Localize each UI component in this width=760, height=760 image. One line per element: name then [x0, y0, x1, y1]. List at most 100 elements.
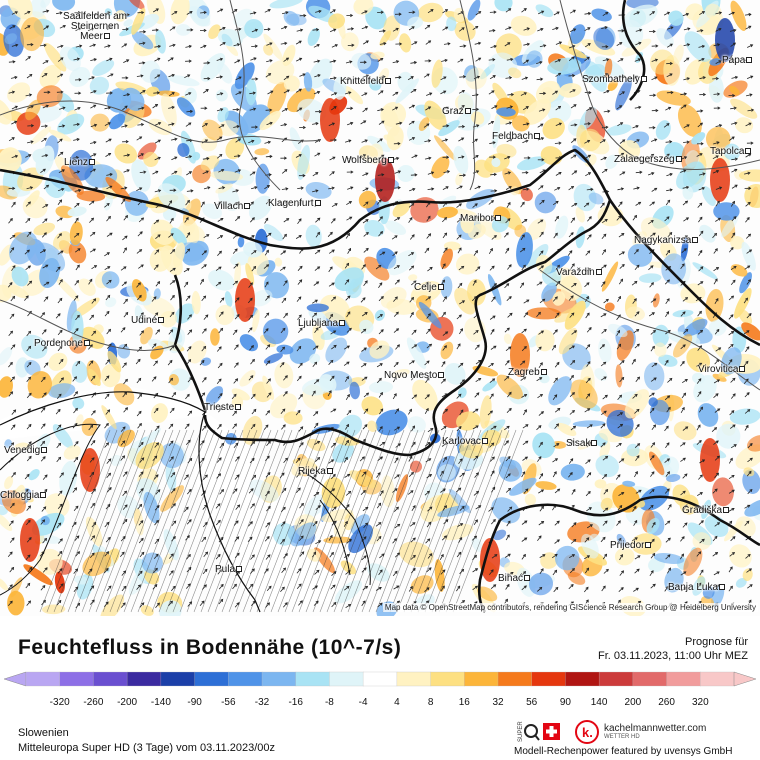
colorbar-tick-label: -320 — [49, 697, 70, 708]
city-label: Saalfelden am Steinernen Meer — [63, 11, 127, 42]
city-label: Celje — [414, 282, 444, 293]
city-label: Tapolca — [710, 146, 752, 157]
city-marker-icon — [746, 57, 753, 64]
city-label: Trieste — [204, 402, 242, 413]
city-label: Chioggia — [0, 490, 47, 501]
svg-text:k.: k. — [582, 725, 593, 740]
city-label: Zagreb — [508, 367, 547, 378]
colorbar-segment — [59, 671, 95, 687]
colorbar-tick-label: 320 — [691, 697, 709, 708]
city-marker-icon — [158, 317, 165, 324]
colorbar-tick-label: 90 — [559, 697, 571, 708]
colorbar-high-arrow — [733, 671, 757, 687]
colorbar-segment — [126, 671, 162, 687]
colorbar-segment — [598, 671, 634, 687]
city-marker-icon — [675, 156, 682, 163]
colorbar-segment — [194, 671, 229, 687]
city-marker-icon — [591, 440, 598, 447]
brand-subtitle: WETTER HD — [604, 734, 640, 740]
colorbar-tick-label: -260 — [83, 697, 104, 708]
city-marker-icon — [745, 148, 752, 155]
colorbar-tick-label: 16 — [458, 697, 470, 708]
colorbar-segment — [295, 671, 331, 687]
city-label: Prijedor — [610, 540, 652, 551]
city-marker-icon — [88, 159, 95, 166]
powered-by: Modell-Rechenpower featured by uvensys G… — [514, 746, 733, 757]
city-marker-icon — [236, 566, 243, 573]
city-label: Zalaegerszeg — [614, 154, 682, 165]
city-label: Rijeka — [298, 466, 333, 477]
colorbar-segment — [362, 671, 398, 687]
colorbar-tick-label: -200 — [117, 697, 138, 708]
colorbar-segment — [261, 671, 297, 687]
city-label: Bihać — [498, 573, 531, 584]
city-label: Graz — [442, 106, 471, 117]
city-marker-icon — [339, 320, 346, 327]
city-label: Klagenfurt — [268, 198, 321, 209]
colorbar — [3, 671, 757, 687]
map-attribution[interactable]: Map data © OpenStreetMap contributors, r… — [382, 603, 758, 612]
city-label: Udine — [131, 315, 165, 326]
city-marker-icon — [235, 404, 242, 411]
city-marker-icon — [739, 366, 746, 373]
colorbar-tick-label: 32 — [492, 697, 504, 708]
forecast-label: Prognose für — [685, 636, 748, 648]
city-marker-icon — [387, 157, 394, 164]
colorbar-segment — [396, 671, 432, 687]
city-label: Maribor — [460, 213, 501, 224]
city-marker-icon — [41, 447, 48, 454]
colorbar-tick-label: -90 — [187, 697, 202, 708]
city-label: Knittelfeld — [340, 76, 391, 87]
city-label: Pápa — [722, 55, 753, 66]
colorbar-segment — [228, 671, 263, 687]
weather-map[interactable]: Saalfelden am Steinernen Meer Knittelfeld… — [0, 0, 760, 616]
city-marker-icon — [534, 133, 541, 140]
moisture-flux-field — [0, 0, 760, 616]
city-label: Nagykanizsa — [634, 235, 699, 246]
map-title: Feuchtefluss in Bodennähe (10^-7/s) — [18, 636, 402, 659]
colorbar-tick-label: 56 — [526, 697, 538, 708]
colorbar-segment — [700, 671, 735, 687]
city-label: Villach — [214, 201, 251, 212]
city-marker-icon — [719, 584, 726, 591]
svg-text:SUPER: SUPER — [518, 721, 524, 742]
colorbar-tick-label: 8 — [427, 697, 434, 708]
city-marker-icon — [494, 215, 501, 222]
colorbar-segment — [497, 671, 533, 687]
colorbar-segment — [632, 671, 668, 687]
colorbar-segment — [531, 671, 567, 687]
brand-name[interactable]: kachelmannwetter.com — [604, 723, 707, 734]
colorbar-low-arrow — [3, 671, 27, 687]
colorbar-segment — [329, 671, 364, 687]
city-label: Lienz — [64, 157, 95, 168]
city-marker-icon — [464, 108, 471, 115]
city-marker-icon — [40, 492, 47, 499]
colorbar-tick-label: -16 — [288, 697, 303, 708]
colorbar-tick-label: -32 — [254, 697, 270, 708]
model-info: Mitteleuropa Super HD (3 Tage) vom 03.11… — [18, 742, 276, 754]
city-label: Virovitica — [698, 364, 746, 375]
super-hd-logo[interactable]: SUPER k. — [514, 720, 600, 746]
city-label: Ljubljana — [298, 318, 346, 329]
legend-panel: Feuchtefluss in Bodennähe (10^-7/s) Prog… — [0, 616, 760, 760]
colorbar-segment — [160, 671, 196, 687]
city-marker-icon — [103, 33, 110, 40]
city-label: Gradiška — [682, 505, 730, 516]
colorbar-tick-label: -140 — [150, 697, 171, 708]
city-marker-icon — [595, 269, 602, 276]
colorbar-segment — [565, 671, 600, 687]
colorbar-tick-label: 4 — [394, 697, 400, 708]
city-label: Karlovac — [442, 436, 488, 447]
city-marker-icon — [481, 438, 488, 445]
city-label: Pula — [215, 564, 243, 575]
city-label: Wolfsberg — [342, 155, 394, 166]
colorbar-segment — [666, 671, 701, 687]
city-marker-icon — [540, 369, 547, 376]
city-marker-icon — [83, 340, 90, 347]
city-label: Banja Luka — [668, 582, 726, 593]
city-marker-icon — [438, 372, 445, 379]
city-marker-icon — [524, 575, 531, 582]
city-label: Szombathely — [582, 74, 647, 85]
colorbar-tick-label: 140 — [590, 697, 608, 708]
city-marker-icon — [384, 78, 391, 85]
